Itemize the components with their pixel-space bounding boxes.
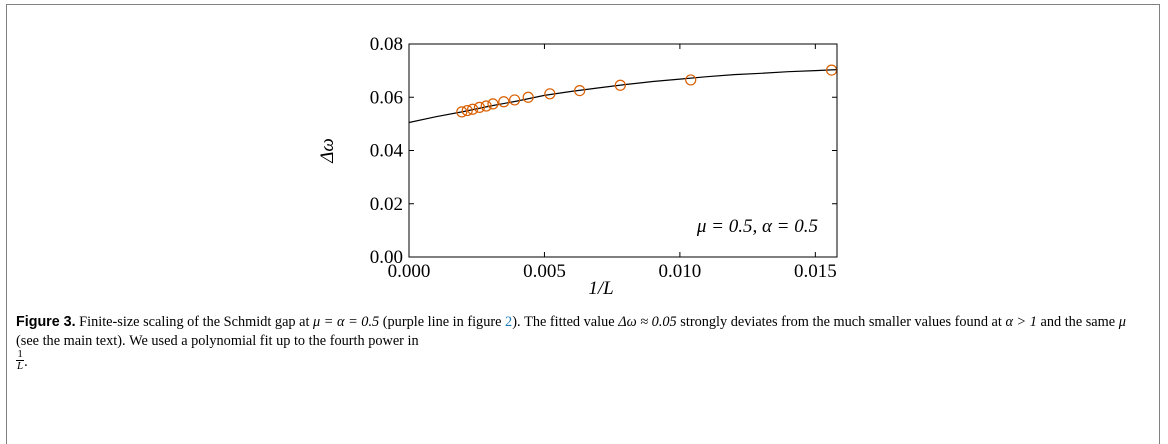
data-point (480, 100, 492, 112)
data-point (574, 84, 586, 97)
data-point (685, 74, 697, 86)
caption-text-5: and the same (1036, 314, 1119, 330)
caption-math-3: α > 1 (1005, 314, 1037, 330)
y-tick-label: 0.02 (370, 194, 403, 215)
caption-text-6: (see the main text). We used a polynomia… (16, 333, 419, 349)
data-point (456, 106, 468, 118)
figure-link[interactable]: 2 (505, 314, 513, 330)
tick-layer: 0.000 0.005 0.010 0.015 0.00 0.02 0.04 0.06 0.08 (370, 34, 837, 282)
data-point (461, 104, 473, 117)
parameter-annotation: μ = 0.5, α = 0.5 (696, 216, 818, 237)
caption-math-2: Δω ≈ 0.05 (618, 314, 677, 330)
x-tick-label: 0.005 (523, 261, 566, 282)
data-point (473, 101, 486, 113)
caption-text-4: strongly deviates from the much smaller … (676, 314, 1006, 330)
fraction-numerator: 1 (16, 348, 25, 361)
y-axis-label: Δω (317, 138, 338, 164)
x-axis-label: 1/L (588, 278, 613, 299)
y-tick-label: 0.06 (370, 87, 403, 108)
data-point (498, 96, 510, 108)
caption-text-7: . (24, 353, 28, 370)
data-point (487, 98, 499, 110)
x-tick-label: 0.000 (388, 261, 431, 282)
caption-text-2: (purple line in figure (379, 314, 506, 330)
y-tick-label: 0.04 (370, 141, 404, 162)
figure-caption: Figure 3. Finite-size scaling of the Sch… (16, 313, 1151, 374)
caption-text-3: ). The fitted value (512, 314, 619, 330)
x-tick-label: 0.015 (794, 261, 837, 282)
caption-math-1: μ = α = 0.5 (313, 314, 380, 330)
data-point (522, 91, 534, 103)
marker-layer (456, 64, 838, 118)
caption-text-1: Finite-size scaling of the Schmidt gap a… (75, 314, 314, 330)
y-tick-label: 0.08 (370, 34, 403, 55)
data-point (509, 94, 521, 106)
x-tick-label: 0.010 (659, 261, 702, 282)
caption-label: Figure 3. (16, 314, 76, 330)
y-tick-label: 0.00 (370, 247, 403, 268)
fraction-denominator: L (17, 360, 24, 372)
scaling-plot: 0.000 0.005 0.010 0.015 0.00 0.02 0.04 0.06 0.08… (317, 34, 838, 299)
caption-math-4: μ (1118, 314, 1126, 330)
data-point (544, 88, 556, 100)
data-point (467, 103, 479, 115)
figure-frame (6, 4, 1160, 444)
data-point (614, 79, 626, 91)
